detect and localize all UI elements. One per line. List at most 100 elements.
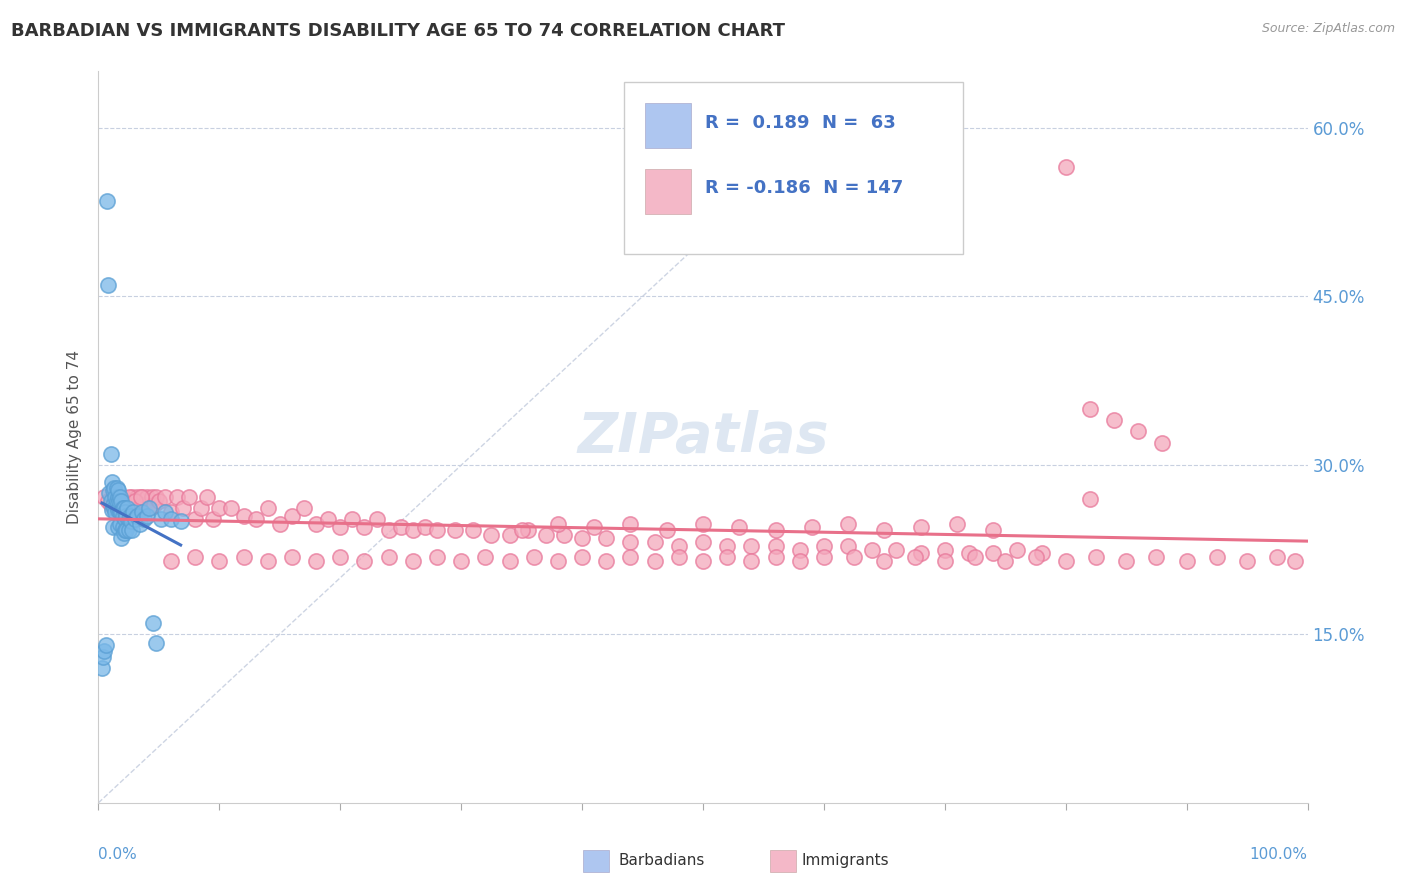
Point bbox=[93, 644, 115, 658]
Point bbox=[101, 498, 124, 512]
Point bbox=[910, 520, 932, 534]
Text: R =  0.189  N =  63: R = 0.189 N = 63 bbox=[706, 113, 896, 131]
Point bbox=[208, 554, 231, 568]
Point bbox=[1024, 550, 1046, 565]
Point bbox=[91, 649, 114, 664]
Point bbox=[100, 475, 122, 489]
Point bbox=[127, 508, 149, 523]
Point bbox=[179, 490, 201, 504]
Point bbox=[426, 524, 449, 538]
Point bbox=[965, 550, 987, 565]
Point bbox=[765, 524, 787, 538]
Point bbox=[644, 554, 666, 568]
Point bbox=[107, 520, 129, 534]
Point bbox=[329, 550, 352, 565]
Point bbox=[281, 550, 304, 565]
Point bbox=[108, 500, 131, 515]
Point bbox=[117, 500, 139, 515]
Point bbox=[619, 516, 641, 531]
Point bbox=[107, 503, 129, 517]
Point bbox=[108, 494, 131, 508]
Point bbox=[873, 524, 896, 538]
Point bbox=[134, 512, 156, 526]
Point bbox=[142, 615, 165, 630]
Point bbox=[342, 512, 364, 526]
Point bbox=[121, 490, 143, 504]
Point bbox=[111, 500, 134, 515]
Point bbox=[117, 500, 139, 515]
Point bbox=[292, 500, 315, 515]
Text: Immigrants: Immigrants bbox=[801, 854, 889, 868]
Point bbox=[110, 506, 132, 520]
Point bbox=[595, 532, 617, 546]
Point bbox=[105, 481, 128, 495]
Point bbox=[110, 532, 132, 546]
Point bbox=[837, 516, 859, 531]
Point bbox=[481, 528, 503, 542]
Point bbox=[135, 508, 157, 523]
Point bbox=[100, 447, 122, 461]
Point bbox=[124, 498, 146, 512]
Point bbox=[377, 524, 399, 538]
Y-axis label: Disability Age 65 to 74: Disability Age 65 to 74 bbox=[67, 350, 83, 524]
Point bbox=[115, 508, 138, 523]
Point bbox=[120, 515, 142, 529]
Point bbox=[1078, 401, 1101, 416]
Point bbox=[389, 520, 412, 534]
Point bbox=[107, 483, 129, 497]
Point bbox=[728, 520, 751, 534]
Text: ZIPatlas: ZIPatlas bbox=[578, 410, 828, 464]
Point bbox=[94, 638, 117, 652]
Point bbox=[135, 490, 157, 504]
Point bbox=[121, 524, 143, 538]
Point bbox=[523, 550, 546, 565]
Point bbox=[800, 520, 823, 534]
Point bbox=[1085, 550, 1108, 565]
Point bbox=[1054, 160, 1077, 174]
Point bbox=[837, 539, 859, 553]
Point bbox=[547, 516, 569, 531]
Text: R = -0.186  N = 147: R = -0.186 N = 147 bbox=[706, 179, 904, 197]
Point bbox=[112, 500, 135, 515]
Point bbox=[256, 554, 278, 568]
Point bbox=[148, 494, 170, 508]
Point bbox=[740, 554, 762, 568]
Point bbox=[103, 483, 125, 497]
Point bbox=[141, 490, 163, 504]
Point bbox=[716, 539, 738, 553]
Point bbox=[195, 490, 218, 504]
Point bbox=[957, 546, 980, 560]
Text: BARBADIAN VS IMMIGRANTS DISABILITY AGE 65 TO 74 CORRELATION CHART: BARBADIAN VS IMMIGRANTS DISABILITY AGE 6… bbox=[11, 22, 785, 40]
Point bbox=[111, 490, 134, 504]
Point bbox=[934, 554, 956, 568]
Point bbox=[166, 490, 188, 504]
Point bbox=[789, 554, 811, 568]
Point bbox=[281, 508, 304, 523]
Point bbox=[114, 512, 136, 526]
Point bbox=[131, 506, 153, 520]
Point bbox=[145, 490, 167, 504]
Point bbox=[1175, 554, 1198, 568]
Point bbox=[1128, 425, 1150, 439]
Point bbox=[104, 490, 127, 504]
Point bbox=[510, 524, 533, 538]
Point bbox=[108, 516, 131, 531]
Point bbox=[305, 516, 328, 531]
Point bbox=[946, 516, 969, 531]
Point bbox=[118, 490, 141, 504]
Point bbox=[143, 498, 166, 512]
Point bbox=[716, 550, 738, 565]
Point bbox=[108, 506, 131, 520]
Point bbox=[619, 534, 641, 549]
Point bbox=[129, 490, 152, 504]
Point bbox=[128, 516, 150, 531]
Point bbox=[498, 554, 520, 568]
Point bbox=[127, 490, 149, 504]
Point bbox=[668, 550, 690, 565]
Point bbox=[169, 515, 191, 529]
Point bbox=[765, 550, 787, 565]
Point bbox=[413, 520, 436, 534]
Point bbox=[353, 520, 375, 534]
Point bbox=[115, 524, 138, 538]
Point bbox=[740, 539, 762, 553]
